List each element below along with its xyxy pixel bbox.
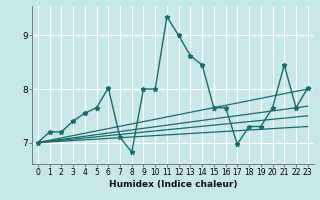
X-axis label: Humidex (Indice chaleur): Humidex (Indice chaleur): [108, 180, 237, 189]
